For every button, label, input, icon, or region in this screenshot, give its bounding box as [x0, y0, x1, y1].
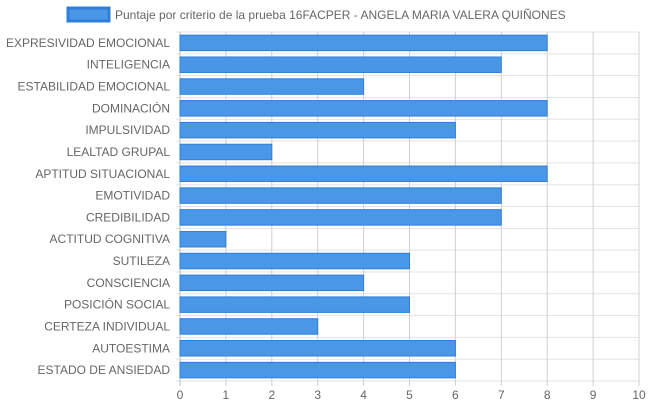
bar[interactable]: [179, 230, 227, 248]
category-label: ESTADO DE ANSIEDAD: [38, 363, 171, 377]
tick-label: 1: [223, 388, 230, 402]
bar[interactable]: [179, 56, 502, 73]
category-label: ESTABILIDAD EMOCIONAL: [18, 80, 171, 94]
bar[interactable]: [179, 209, 502, 226]
category-label: APTITUD SITUACIONAL: [35, 167, 170, 181]
category-label: CREDIBILIDAD: [86, 210, 170, 224]
category-label: CONSCIENCIA: [87, 276, 170, 290]
tick-label: 3: [314, 388, 321, 402]
bar[interactable]: [179, 165, 548, 183]
chart-grid: [176, 31, 640, 386]
bar[interactable]: [179, 361, 456, 379]
legend-swatch: [66, 6, 111, 23]
category-label: AUTOESTIMA: [92, 341, 170, 355]
bar[interactable]: [179, 252, 410, 270]
bar[interactable]: [179, 296, 410, 313]
category-axis: EXPRESIVIDAD EMOCIONAL INTELIGENCIA ESTABI…: [6, 36, 170, 377]
category-label: POSICIÓN SOCIAL: [64, 297, 170, 312]
bar[interactable]: [179, 274, 365, 292]
bar[interactable]: [179, 34, 548, 52]
bar[interactable]: [179, 78, 365, 95]
category-label: EMOTIVIDAD: [95, 189, 170, 203]
category-label: INTELIGENCIA: [87, 58, 170, 72]
tick-label: 7: [498, 388, 505, 402]
tick-label: 6: [452, 388, 459, 402]
legend-label: Puntaje por criterio de la prueba 16FACP…: [115, 8, 566, 22]
category-label: SUTILEZA: [113, 254, 170, 268]
bar[interactable]: [179, 121, 456, 139]
category-label: EXPRESIVIDAD EMOCIONAL: [6, 36, 170, 50]
tick-label: 2: [268, 388, 275, 402]
category-label: ACTITUD COGNITIVA: [50, 232, 170, 246]
category-label: IMPULSIVIDAD: [85, 123, 170, 137]
value-axis: 0 1 2 3 4 5 6 7 8 9 10: [177, 388, 646, 402]
bar-group: [179, 34, 548, 379]
tick-label: 8: [544, 388, 551, 402]
tick-label: 0: [177, 388, 184, 402]
bar[interactable]: [179, 143, 273, 161]
tick-label: 10: [632, 388, 646, 402]
bar[interactable]: [179, 340, 456, 357]
category-label: DOMINACIÓN: [92, 100, 170, 115]
tick-label: 4: [360, 388, 367, 402]
bar[interactable]: [179, 187, 502, 204]
bar[interactable]: [179, 100, 548, 117]
category-label: CERTEZA INDIVIDUAL: [44, 319, 170, 333]
tick-label: 9: [590, 388, 597, 402]
bar[interactable]: [179, 318, 319, 335]
tick-label: 5: [406, 388, 413, 402]
chart-legend[interactable]: Puntaje por criterio de la prueba 16FACP…: [66, 6, 566, 23]
category-label: LEALTAD GRUPAL: [67, 145, 171, 159]
